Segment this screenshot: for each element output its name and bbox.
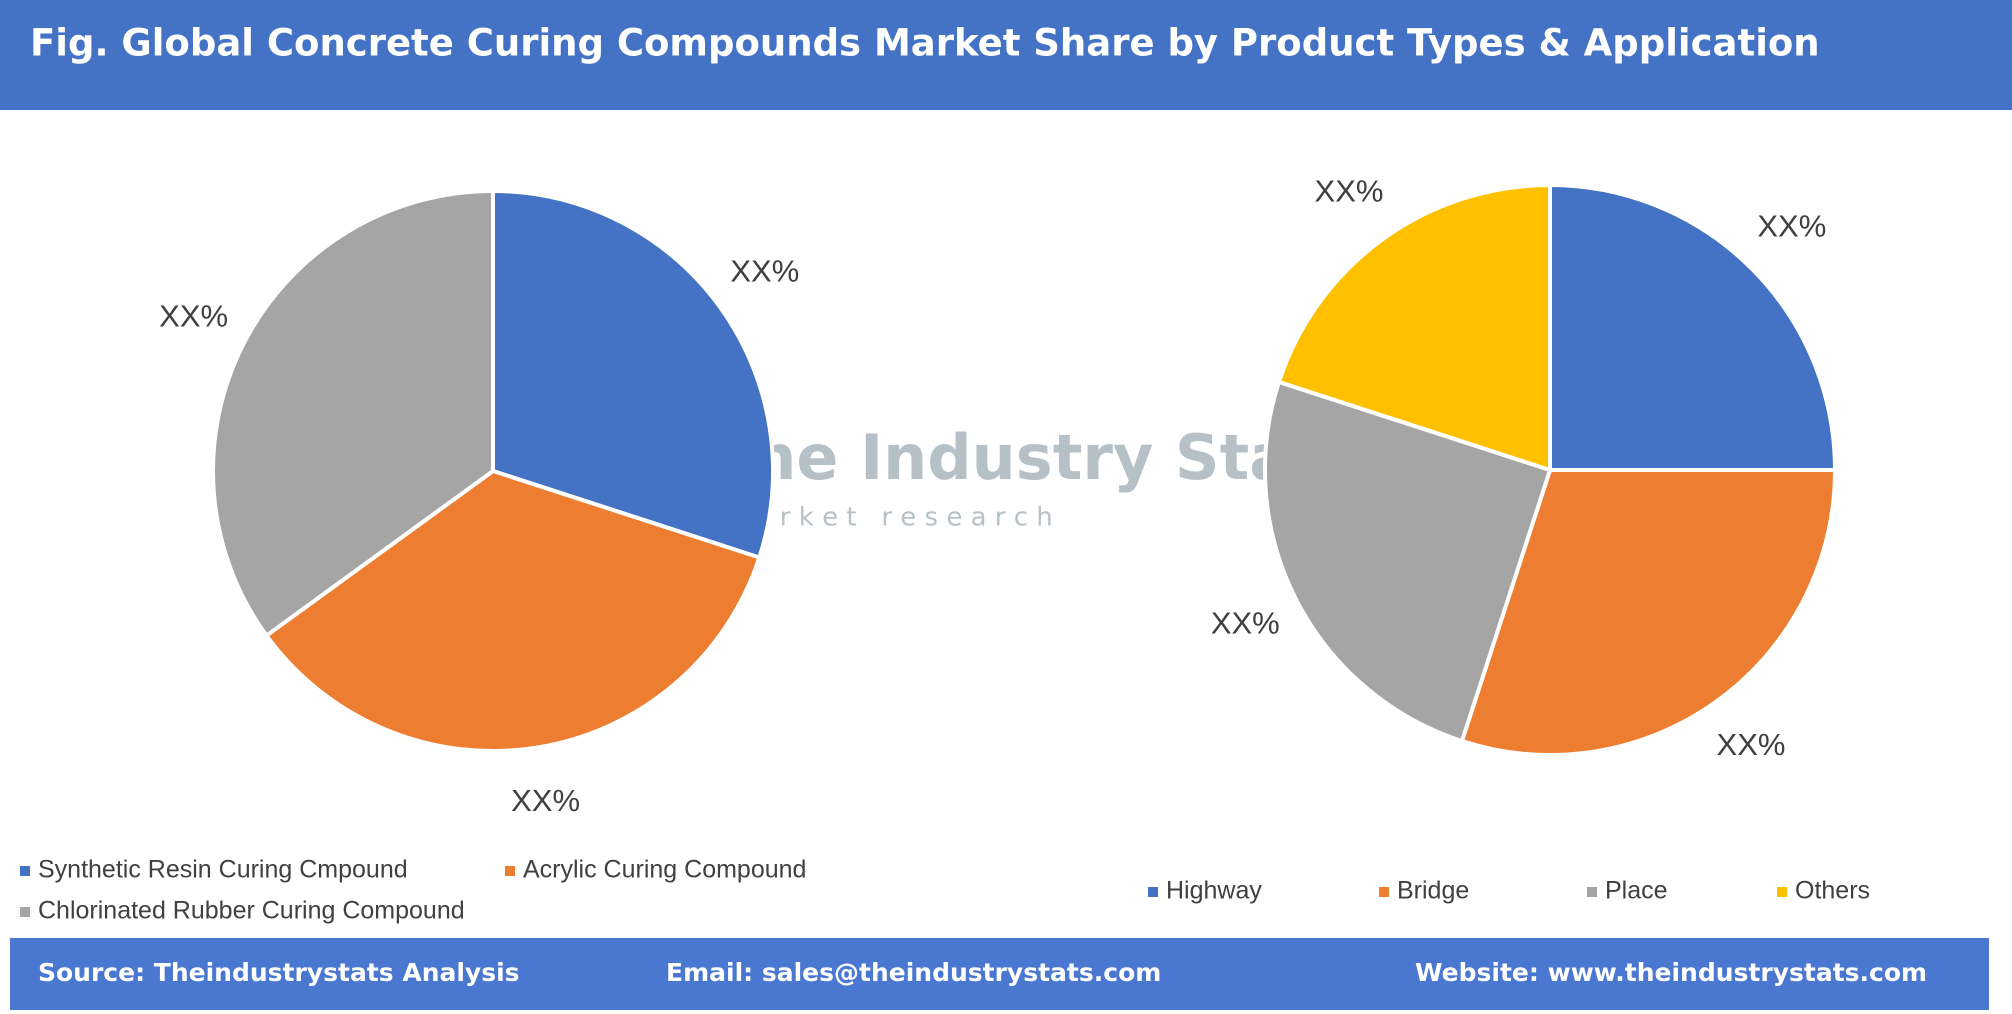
header-bar — [0, 0, 2012, 110]
legend-swatch — [1777, 887, 1787, 897]
data-label: XX% — [511, 783, 580, 818]
data-label: XX% — [1757, 208, 1826, 243]
legend-label: Bridge — [1397, 877, 1469, 905]
pie-slice — [263, 468, 762, 753]
data-label: XX% — [1717, 727, 1786, 762]
data-label: XX% — [1211, 605, 1280, 640]
legend-swatch — [505, 866, 515, 876]
pie-slice — [491, 188, 775, 561]
pie-slice — [211, 188, 495, 639]
legend-swatch — [20, 866, 30, 876]
page-title: Fig. Global Concrete Curing Compounds Ma… — [30, 22, 1820, 65]
legend-label: Chlorinated Rubber Curing Compound — [38, 897, 465, 925]
data-label: XX% — [159, 299, 228, 334]
legend-swatch — [20, 907, 30, 917]
legend-label: Place — [1605, 877, 1668, 905]
footer-source: Source: Theindustrystats Analysis — [38, 958, 520, 987]
watermark-tagline: m a r k e t r e s e a r c h — [722, 503, 1053, 533]
legend-label: Synthetic Resin Curing Cmpound — [38, 856, 408, 884]
footer-email: Email: sales@theindustrystats.com — [666, 958, 1161, 987]
pie-slice — [1263, 379, 1553, 744]
pie-slice — [1548, 182, 1838, 472]
watermark: The Industry Stats m a r k e t r e s e a… — [553, 408, 1358, 533]
footer-website: Website: www.theindustrystats.com — [1415, 958, 1927, 987]
legend-swatch — [1379, 887, 1389, 897]
legend-swatch — [1587, 887, 1597, 897]
data-label: XX% — [730, 254, 799, 289]
data-label: XX% — [1315, 174, 1384, 209]
legend-label: Others — [1795, 877, 1870, 905]
pie-slice — [1459, 468, 1838, 757]
watermark-name: The Industry Stats — [710, 421, 1358, 494]
pie-slice — [1276, 182, 1552, 473]
legend-label: Highway — [1166, 877, 1262, 905]
footer-bar — [10, 938, 1989, 1010]
legend-swatch — [1148, 887, 1158, 897]
legend-label: Acrylic Curing Compound — [523, 856, 806, 884]
